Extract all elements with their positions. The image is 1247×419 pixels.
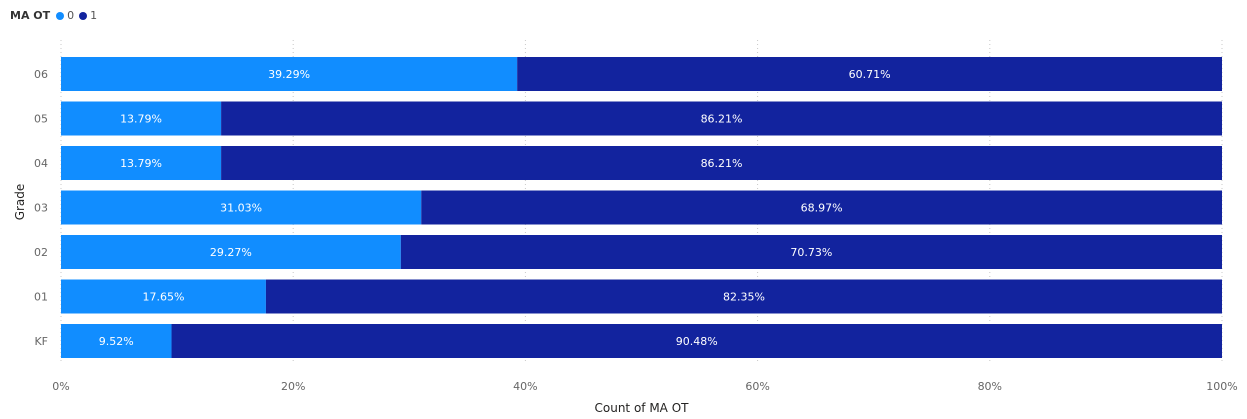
legend-label-0: 0 bbox=[67, 9, 75, 22]
bar-series-0-02 bbox=[61, 235, 401, 269]
data-label: 86.21% bbox=[701, 113, 743, 126]
data-label: 82.35% bbox=[723, 291, 765, 304]
data-label: 17.65% bbox=[142, 291, 184, 304]
bar-series-1-02 bbox=[400, 235, 1222, 269]
bar-series-1-03 bbox=[421, 190, 1222, 225]
y-tick-label: 06 bbox=[34, 68, 48, 81]
x-tick-label: 60% bbox=[745, 380, 769, 393]
data-label: 68.97% bbox=[801, 202, 843, 215]
x-tick-label: 80% bbox=[978, 380, 1002, 393]
data-label: 86.21% bbox=[701, 157, 743, 170]
y-tick-label: 05 bbox=[34, 113, 48, 126]
legend-title: MA OT bbox=[10, 9, 51, 22]
bar-series-0-05 bbox=[61, 101, 222, 136]
y-axis-title: Grade bbox=[13, 184, 27, 221]
legend-item-1[interactable]: 1 bbox=[79, 9, 97, 22]
y-tick-label: 04 bbox=[34, 157, 48, 170]
bar-series-1-06 bbox=[517, 57, 1222, 91]
data-label: 31.03% bbox=[220, 202, 262, 215]
legend-label-1: 1 bbox=[90, 9, 98, 22]
data-labels: 39.29% 60.71% 13.79% 86.21% 13.79% 86.21% 31.0… bbox=[99, 68, 891, 348]
legend-dot-1 bbox=[79, 11, 88, 20]
bar-series-1-KF bbox=[171, 324, 1222, 358]
bar-series-0-KF bbox=[61, 324, 172, 358]
data-label: 90.48% bbox=[676, 335, 718, 348]
y-tick-label: KF bbox=[34, 335, 48, 348]
data-label: 60.71% bbox=[849, 68, 891, 81]
bar-series-1-04 bbox=[221, 146, 1222, 180]
data-label: 13.79% bbox=[120, 157, 162, 170]
legend-dot-0 bbox=[56, 11, 65, 20]
x-tick-label: 0% bbox=[52, 380, 69, 393]
data-label: 13.79% bbox=[120, 113, 162, 126]
y-tick-label: 02 bbox=[34, 246, 48, 259]
y-tick-label: 03 bbox=[34, 202, 48, 215]
x-tick-label: 20% bbox=[281, 380, 305, 393]
bar-series-0-03 bbox=[61, 190, 422, 225]
data-label: 39.29% bbox=[268, 68, 310, 81]
x-tick-label: 100% bbox=[1206, 380, 1237, 393]
bar-series-0-01 bbox=[61, 279, 266, 314]
legend: MA OT 0 1 bbox=[10, 9, 102, 22]
data-label: 29.27% bbox=[210, 246, 252, 259]
bar-series-0-04 bbox=[61, 146, 222, 180]
bar-series-1-05 bbox=[221, 101, 1222, 136]
x-tick-label: 40% bbox=[513, 380, 537, 393]
bar-series-0-06 bbox=[61, 57, 518, 91]
axes: 0% 20% 40% 60% 80% 100% 06 05 04 03 02 01 KF Count of… bbox=[13, 68, 1238, 415]
data-label: 70.73% bbox=[790, 246, 832, 259]
bar-series-1-01 bbox=[265, 279, 1222, 314]
y-tick-label: 01 bbox=[34, 291, 48, 304]
x-axis-title: Count of MA OT bbox=[595, 401, 690, 415]
data-label: 9.52% bbox=[99, 335, 134, 348]
legend-item-0[interactable]: 0 bbox=[56, 9, 74, 22]
bars bbox=[61, 57, 1222, 358]
